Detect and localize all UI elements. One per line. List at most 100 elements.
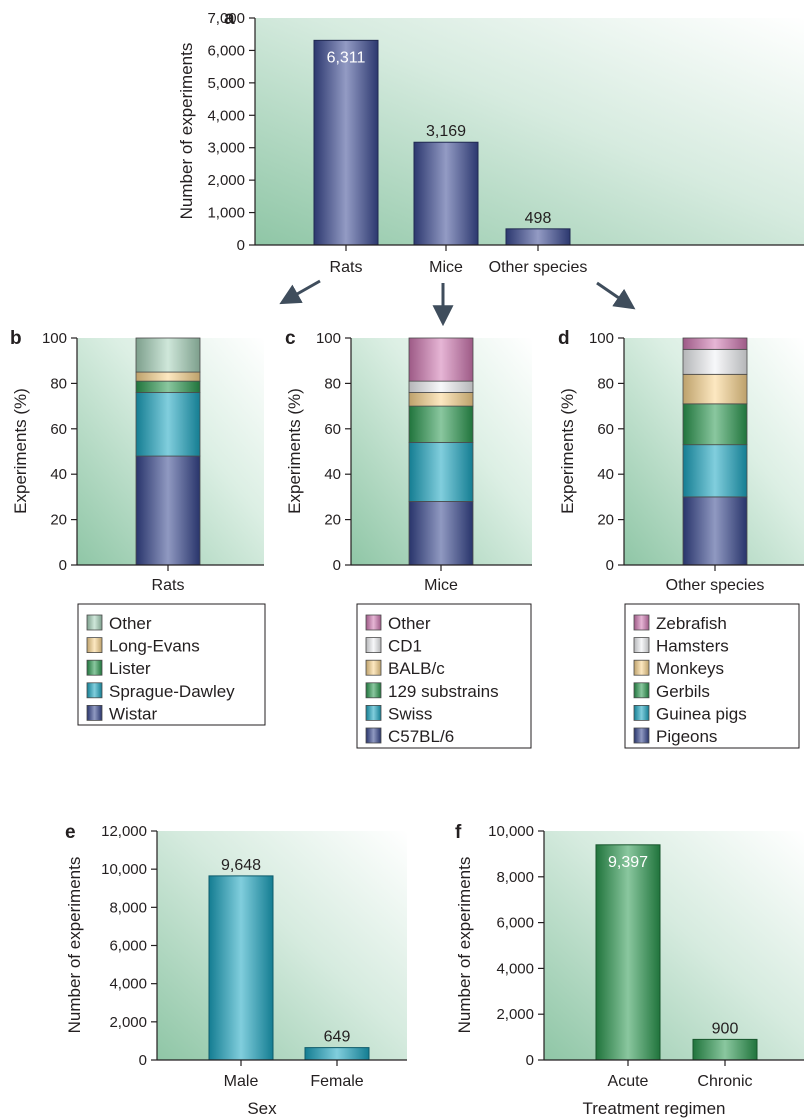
panel-d: 0 20 40 60 80 100 Experiments (%) Other species…: [558, 328, 804, 749]
legend-swatch: [86, 614, 103, 631]
segment-lister: [135, 380, 201, 393]
y-tick-label: 40: [50, 466, 67, 483]
y-tick-label: 10,000: [101, 861, 147, 878]
panel-letter: e: [65, 822, 76, 843]
legend-swatch: [365, 727, 382, 744]
y-tick-label: 100: [316, 330, 341, 347]
legend-entry: Monkeys: [656, 659, 724, 678]
y-tick-label: 5,000: [207, 75, 245, 92]
segment-c57bl-6: [408, 501, 474, 566]
data-label: 649: [324, 1029, 351, 1046]
segment-129-substrains: [408, 405, 474, 443]
segment-swiss: [408, 442, 474, 502]
x-axis-title: Sex: [247, 1099, 277, 1118]
legend-swatch: [633, 614, 650, 631]
panel-letter: c: [285, 328, 296, 349]
legend-entry: BALB/c: [388, 659, 445, 678]
plot-background: [157, 831, 407, 1060]
arrow-to-panel-b: [279, 279, 321, 305]
y-tick-label: 100: [589, 330, 614, 347]
legend-swatch: [633, 659, 650, 676]
panel-b: 0 20 40 60 80 100 Experiments (%) Rats Other Long…: [10, 328, 266, 726]
y-tick-label: 60: [324, 421, 341, 438]
y-tick-label: 0: [333, 557, 341, 574]
y-tick-label: 60: [50, 421, 67, 438]
segment-zebrafish: [682, 337, 748, 350]
bar-other-species: [505, 228, 571, 246]
x-axis-title: Treatment regimen: [583, 1099, 726, 1118]
legend-swatch: [633, 705, 650, 721]
y-tick-label: 4,000: [109, 976, 147, 993]
legend-entry: Guinea pigs: [656, 704, 747, 723]
y-tick-label: 8,000: [496, 869, 534, 886]
data-label: 3,169: [426, 123, 466, 140]
panel-letter: f: [455, 822, 462, 843]
y-tick-label: 8,000: [109, 899, 147, 916]
segment-other: [408, 337, 474, 382]
legend-swatch: [365, 614, 382, 631]
legend-swatch: [633, 727, 650, 744]
bar-rats: [313, 39, 379, 246]
panel-e: 9,648 649 0 2,000 4,000 6,000 8,000 10,000 12,00…: [65, 822, 407, 1118]
panel-f: 9,397 900 0 2,000 4,000 6,000 8,000 10,000 Numbe…: [455, 822, 804, 1118]
segment-pigeons: [682, 496, 748, 566]
y-tick-label: 2,000: [207, 172, 245, 189]
y-tick-label: 12,000: [101, 823, 147, 840]
y-tick-label: 2,000: [496, 1006, 534, 1023]
legend-entry: Sprague-Dawley: [109, 682, 235, 701]
data-label: 498: [525, 210, 552, 227]
y-tick-label: 0: [606, 557, 614, 574]
panel-letter: d: [558, 328, 570, 349]
legend-entry: Swiss: [388, 704, 432, 723]
legend-entry: CD1: [388, 637, 422, 656]
x-tick-label: Rats: [152, 577, 185, 594]
y-axis-title: Experiments (%): [558, 388, 577, 514]
y-tick-label: 6,000: [496, 915, 534, 932]
y-tick-label: 0: [237, 237, 245, 254]
y-tick-label: 80: [597, 375, 614, 392]
legend-entry: 129 substrains: [388, 682, 499, 701]
x-tick-label: Mice: [424, 577, 458, 594]
arrow-to-panel-d: [596, 281, 636, 310]
segment-wistar: [135, 455, 201, 566]
x-tick-label: Female: [310, 1073, 363, 1090]
y-axis-title: Experiments (%): [285, 388, 304, 514]
y-tick-label: 0: [139, 1052, 147, 1069]
bar-mice: [413, 141, 479, 246]
y-axis-title: Number of experiments: [177, 43, 196, 220]
y-tick-label: 4,000: [207, 107, 245, 124]
segment-balb-c: [408, 392, 474, 407]
legend-entry: C57BL/6: [388, 727, 454, 746]
legend-box: [356, 603, 532, 749]
y-tick-label: 3,000: [207, 140, 245, 157]
segment-long-evans: [135, 371, 201, 382]
x-tick-label: Other species: [489, 259, 588, 276]
data-label: 9,397: [608, 854, 648, 871]
legend-entry: Hamsters: [656, 637, 729, 656]
panel-c: 0 20 40 60 80 100 Experiments (%) Mice Other CD1 B…: [285, 328, 532, 749]
bar-acute: [595, 844, 661, 1061]
connector-arrows: [279, 279, 636, 327]
data-label: 6,311: [327, 49, 366, 66]
legend-swatch: [365, 682, 382, 699]
bar-chronic: [692, 1038, 758, 1061]
x-tick-label: Other species: [666, 577, 765, 594]
y-tick-label: 20: [50, 512, 67, 529]
x-tick-label: Acute: [608, 1073, 649, 1090]
legend-entry: Wistar: [109, 704, 158, 723]
legend-entry: Other: [109, 614, 152, 633]
y-tick-label: 1,000: [207, 205, 245, 222]
y-tick-label: 20: [597, 512, 614, 529]
data-label: 9,648: [221, 857, 261, 874]
legend-swatch: [365, 705, 382, 721]
legend-entry: Long-Evans: [109, 637, 200, 656]
legend-swatch: [86, 682, 103, 699]
bar-female: [304, 1047, 370, 1061]
x-tick-label: Rats: [330, 259, 363, 276]
y-tick-label: 80: [50, 375, 67, 392]
y-tick-label: 6,000: [207, 42, 245, 59]
y-tick-label: 40: [597, 466, 614, 483]
legend-entry: Other: [388, 614, 431, 633]
segment-cd1: [408, 380, 474, 393]
panel-letter: b: [10, 328, 22, 349]
